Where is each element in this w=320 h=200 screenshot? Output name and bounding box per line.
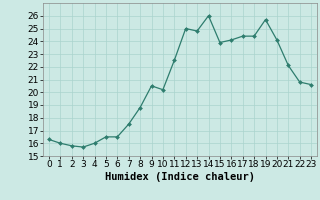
X-axis label: Humidex (Indice chaleur): Humidex (Indice chaleur) <box>105 172 255 182</box>
